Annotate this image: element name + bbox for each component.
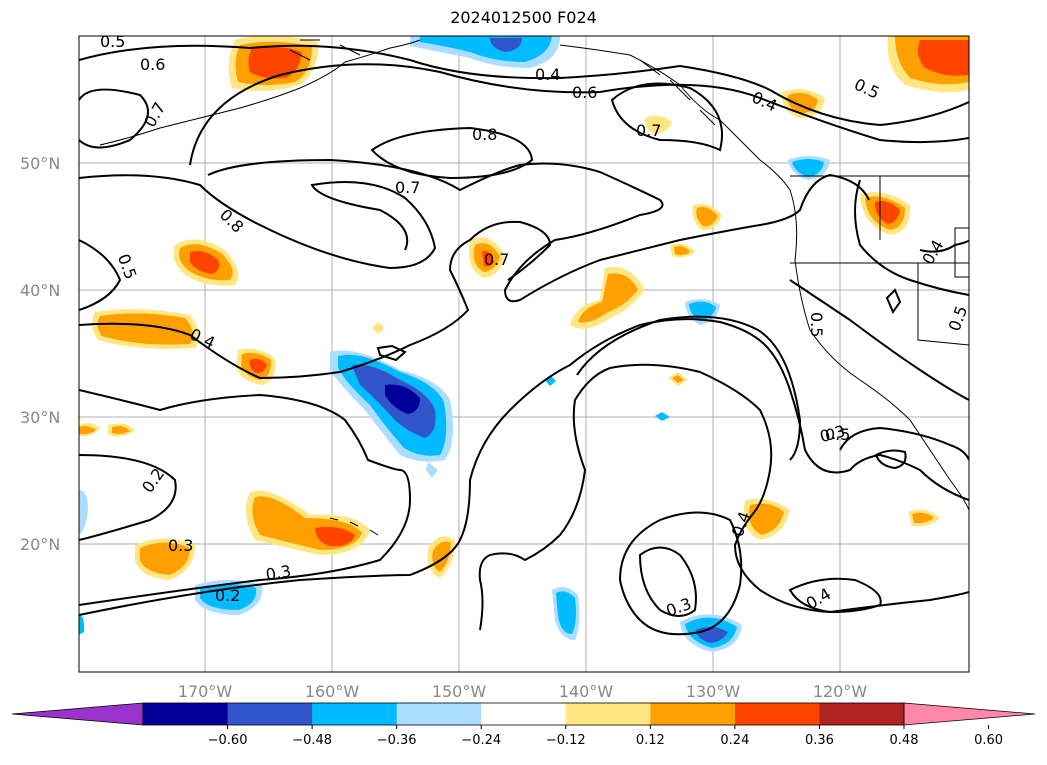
colorbar: −0.60 −0.48 −0.36 −0.24 −0.12 0.12 0.24 0.36 0.4… [11,702,1036,748]
lon-label-170w: 170°W [178,682,233,701]
colorbar-tick-label: 0.12 [636,733,665,748]
lat-label-50n: 50°N [20,154,60,173]
colorbar-swatch [396,703,482,725]
contour-lines [79,44,969,636]
contour-label: 0.4 [535,65,560,84]
coastlines [99,39,969,536]
colorbar-extend-low [11,702,144,726]
contour-label: 0.7 [484,250,509,269]
colorbar-swatch [819,703,905,725]
contour-label: 0.8 [472,125,497,144]
contour-label: 0.6 [572,83,597,102]
contour-label: 0.2 [215,586,240,605]
colorbar-swatch [143,703,229,725]
colorbar-tick-label: 0.48 [890,733,919,748]
colorbar-tick-label: −0.36 [377,733,417,748]
lon-label-160w: 160°W [305,682,360,701]
map-frame [78,35,970,673]
contour-label: 0.5 [825,425,850,444]
contour-label: 0.7 [395,178,420,197]
colorbar-frame [142,702,905,726]
map-background [79,36,969,672]
colorbar-swatch [650,703,736,725]
contour-label: 0.3 [168,536,193,555]
contour-label: 0.3 [264,561,292,584]
lon-label-150w: 150°W [432,682,487,701]
lat-label-40n: 40°N [20,281,60,300]
contour-label: 0.7 [636,121,661,140]
gridlines [79,36,969,672]
colorbar-swatch [312,703,398,725]
colorbar-swatch [227,703,313,725]
colorbar-tick-label: −0.60 [208,733,248,748]
colorbar-tick-label: 0.36 [805,733,834,748]
lon-label-130w: 130°W [686,682,741,701]
colorbar-tick-label: 0.60 [974,733,1003,748]
latitude-labels: 50°N 40°N 30°N 20°N [20,154,60,554]
colorbar-tick-label: −0.48 [292,733,332,748]
lat-label-20n: 20°N [20,535,60,554]
colorbar-swatch [734,703,820,725]
lon-label-120w: 120°W [813,682,868,701]
map-title: 2024012500 F024 [450,8,597,27]
contour-label: 0.5 [100,32,125,51]
colorbar-extend-high [903,702,1036,726]
colorbar-swatch [565,703,651,725]
colorbar-tick-label: −0.24 [461,733,501,748]
contour-label: 0.5 [807,312,826,337]
colorbar-tick-label: 0.24 [720,733,749,748]
negative-anomaly-patches [79,36,830,652]
colorbar-tick-label: −0.12 [546,733,586,748]
lon-label-140w: 140°W [559,682,614,701]
colorbar-swatch [481,703,567,725]
lat-label-30n: 30°N [20,408,60,427]
contour-label: 0.6 [140,55,165,74]
longitude-labels: 170°W 160°W 150°W 140°W 130°W 120°W [178,682,868,701]
